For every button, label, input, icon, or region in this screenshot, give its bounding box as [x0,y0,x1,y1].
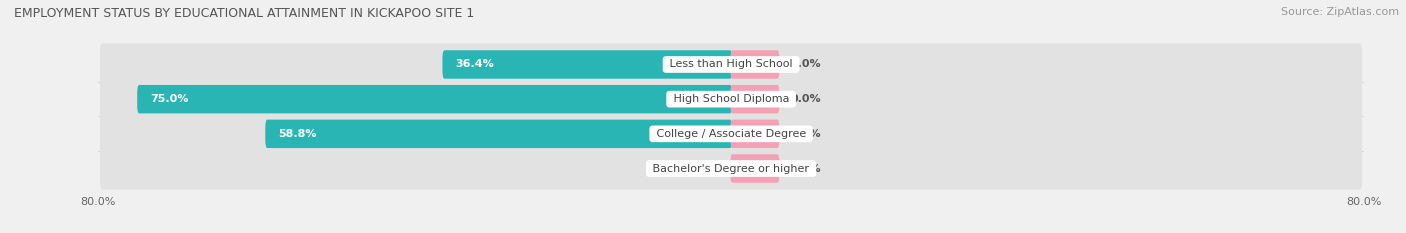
FancyBboxPatch shape [730,85,779,113]
FancyBboxPatch shape [100,147,1362,190]
Text: 0.0%: 0.0% [693,164,723,174]
FancyBboxPatch shape [138,85,733,113]
Text: Bachelor's Degree or higher: Bachelor's Degree or higher [650,164,813,174]
Text: High School Diploma: High School Diploma [669,94,793,104]
Text: Source: ZipAtlas.com: Source: ZipAtlas.com [1281,7,1399,17]
FancyBboxPatch shape [730,154,779,183]
Text: 36.4%: 36.4% [456,59,494,69]
Text: 75.0%: 75.0% [150,94,188,104]
FancyBboxPatch shape [443,50,733,79]
Text: Less than High School: Less than High School [666,59,796,69]
FancyBboxPatch shape [100,113,1362,155]
Text: 0.0%: 0.0% [790,164,821,174]
FancyBboxPatch shape [730,50,779,79]
Text: College / Associate Degree: College / Associate Degree [652,129,810,139]
Text: 0.0%: 0.0% [790,94,821,104]
FancyBboxPatch shape [730,120,779,148]
FancyBboxPatch shape [266,120,733,148]
Text: 58.8%: 58.8% [278,129,316,139]
Text: 0.0%: 0.0% [790,129,821,139]
Text: 0.0%: 0.0% [790,59,821,69]
FancyBboxPatch shape [100,78,1362,120]
FancyBboxPatch shape [100,43,1362,86]
Text: EMPLOYMENT STATUS BY EDUCATIONAL ATTAINMENT IN KICKAPOO SITE 1: EMPLOYMENT STATUS BY EDUCATIONAL ATTAINM… [14,7,474,20]
